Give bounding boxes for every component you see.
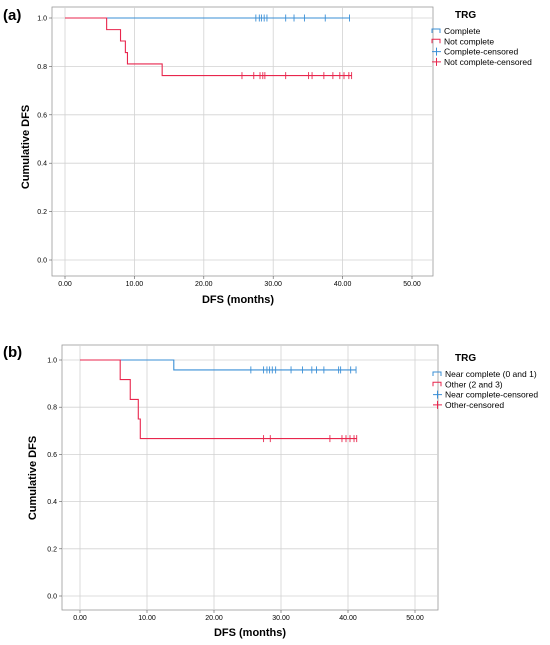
y-tick-label: 1.0 [37, 16, 47, 23]
legend-title: TRG [455, 353, 476, 364]
x-axis-title: DFS (months) [214, 627, 286, 639]
x-tick-label: 10.00 [138, 615, 156, 622]
y-tick-label: 0.4 [37, 161, 47, 168]
y-tick-label: 0.2 [37, 209, 47, 216]
y-tick-label: 1.0 [47, 358, 57, 365]
y-tick-label: 0.0 [47, 594, 57, 601]
x-tick-label: 10.00 [126, 281, 144, 288]
legend: TRG Near complete (0 and 1)Other (2 and 3… [432, 353, 538, 410]
km-curve-blue [80, 359, 357, 371]
y-tick-label: 0.4 [47, 499, 57, 506]
y-tick-label: 0.8 [47, 405, 57, 412]
km-curve-red [80, 359, 357, 440]
legend-swatch-step [432, 371, 442, 376]
legend-swatch-step [431, 38, 441, 44]
legend-swatch-censor [433, 390, 442, 399]
plot-frame [51, 6, 434, 277]
x-tick-label: 40.00 [339, 615, 357, 622]
legend-title: TRG [455, 10, 476, 21]
x-tick-label: 30.00 [272, 615, 290, 622]
x-tick-label: 20.00 [205, 615, 223, 622]
x-tick-label: 30.00 [264, 281, 282, 288]
legend-item-label: Near complete (0 and 1) [445, 369, 537, 379]
legend-item-label: Not complete [444, 36, 494, 46]
legend-item-label: Complete [444, 26, 481, 36]
plot-frame [61, 344, 439, 611]
legend-item-label: Not complete-censored [444, 57, 532, 67]
y-axis-title: Cumulative DFS [20, 105, 32, 189]
x-tick-label: 20.00 [195, 281, 213, 288]
y-tick-label: 0.2 [47, 546, 57, 553]
legend-item-label: Other (2 and 3) [445, 379, 503, 389]
y-tick-label: 0.6 [47, 452, 57, 459]
legend-swatch-step [432, 381, 442, 387]
panel-label: (b) [3, 344, 22, 361]
legend-swatch-censor [432, 47, 441, 56]
legend-item-label: Near complete-censored [445, 390, 538, 400]
x-tick-label: 0.00 [73, 615, 87, 622]
legend-swatch-censor [432, 57, 441, 66]
legend-item-label: Other-censored [445, 400, 504, 410]
y-tick-label: 0.8 [37, 64, 47, 71]
x-tick-label: 0.00 [58, 281, 72, 288]
x-tick-label: 50.00 [403, 281, 421, 288]
x-axis-title: DFS (months) [202, 294, 274, 306]
y-axis-title: Cumulative DFS [27, 436, 39, 520]
legend-swatch-censor [433, 400, 442, 409]
km-curve-red [65, 17, 352, 77]
chart-panel-1: (a) 0.00 10.00 20.00 30.00 40.00 50.00 0.0 0.2 0.… [3, 6, 532, 306]
y-tick-label: 0.6 [37, 112, 47, 119]
legend-swatch-step [431, 28, 441, 33]
y-tick-label: 0.0 [37, 258, 47, 265]
x-tick-label: 40.00 [334, 281, 352, 288]
chart-panel-2: (b) 0.00 10.00 20.00 30.00 40.00 50.00 0.0 0.2 0.… [3, 344, 538, 639]
legend-item-label: Complete-censored [444, 47, 518, 57]
x-tick-label: 50.00 [406, 615, 424, 622]
panel-label: (a) [3, 7, 21, 24]
